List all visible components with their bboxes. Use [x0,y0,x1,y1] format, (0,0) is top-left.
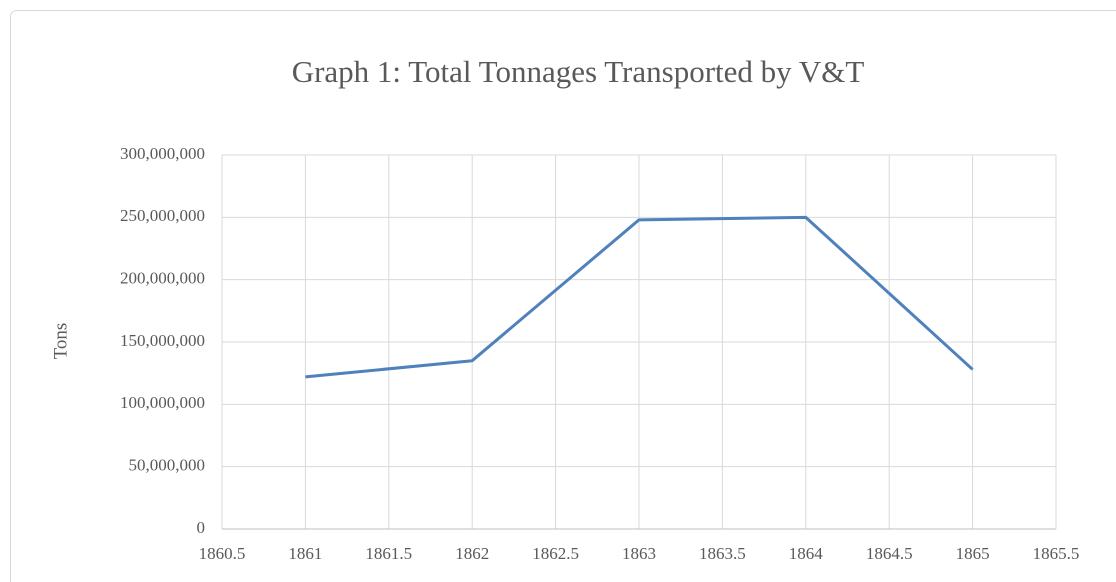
y-tick-label: 150,000,000 [120,331,205,350]
x-tick-label: 1863.5 [699,544,746,563]
y-tick-label: 0 [197,518,206,537]
x-tick-label: 1864.5 [866,544,913,563]
chart-frame [10,10,1116,582]
x-tick-label: 1862.5 [532,544,579,563]
x-tick-label: 1861.5 [365,544,412,563]
y-tick-label: 250,000,000 [120,206,205,225]
y-tick-label: 100,000,000 [120,393,205,412]
data-line [305,215,974,379]
x-tick-label: 1865 [956,544,990,563]
x-tick-label: 1865.5 [1033,544,1080,563]
x-tick-label: 1861 [288,544,322,563]
y-tick-label: 50,000,000 [129,456,206,475]
x-tick-label: 1864 [789,544,824,563]
y-tick-label: 300,000,000 [120,144,205,163]
x-tick-label: 1863 [622,544,656,563]
x-tick-label: 1862 [455,544,489,563]
y-axis-label: Tons [50,323,71,360]
x-tick-label: 1860.5 [199,544,246,563]
y-tick-label: 200,000,000 [120,269,205,288]
chart-title: Graph 1: Total Tonnages Transported by V… [292,54,865,89]
